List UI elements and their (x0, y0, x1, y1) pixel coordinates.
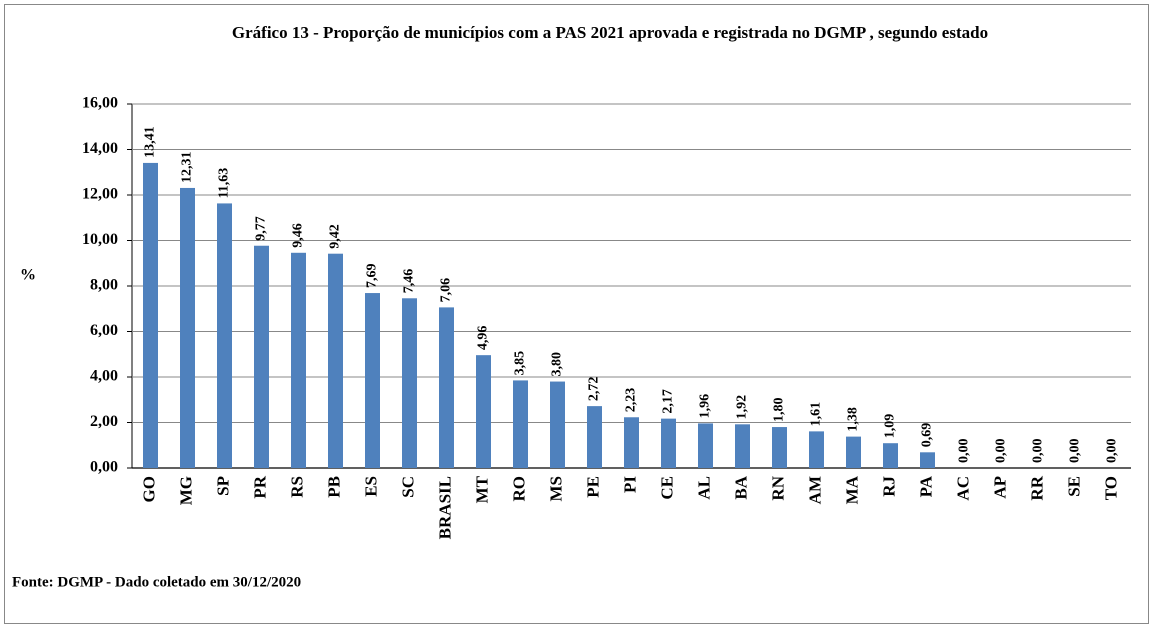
bar (920, 452, 935, 468)
x-tick-label: MA (842, 475, 861, 504)
x-tick-label: PE (583, 476, 602, 498)
y-tick-label: 10,00 (82, 231, 118, 248)
y-axis-label: % (20, 267, 36, 284)
bar (772, 427, 787, 468)
bar (735, 424, 750, 468)
value-label: 4,96 (476, 326, 491, 351)
value-label: 9,42 (328, 224, 343, 249)
value-label: 1,92 (735, 395, 750, 420)
value-label: 2,23 (624, 388, 639, 413)
bar (291, 252, 306, 468)
y-tick-label: 2,00 (90, 413, 118, 430)
x-tick-label: RR (1027, 475, 1046, 500)
value-label: 13,41 (143, 126, 158, 158)
y-tick-label: 4,00 (90, 368, 118, 385)
y-tick-label: 12,00 (82, 186, 118, 203)
x-tick-label: RS (287, 476, 306, 498)
bar (883, 443, 898, 468)
x-tick-label: AM (805, 476, 824, 504)
value-label: 1,09 (883, 414, 898, 439)
value-label: 9,46 (291, 223, 306, 248)
value-label: 7,06 (439, 278, 454, 303)
bar (587, 406, 602, 468)
x-tick-label: RO (509, 476, 528, 502)
value-label: 0,00 (1031, 439, 1046, 464)
x-tick-label: PR (250, 475, 269, 498)
x-tick-label: AP (990, 476, 1009, 499)
bar (254, 245, 269, 468)
x-tick-label: SE (1064, 476, 1083, 497)
x-tick-label: PI (620, 476, 639, 493)
value-label: 1,38 (846, 407, 861, 432)
x-tick-label: BA (731, 475, 750, 499)
bar (624, 417, 639, 468)
bar (365, 293, 380, 468)
bar (846, 436, 861, 468)
bar (809, 431, 824, 468)
value-label: 0,69 (920, 423, 935, 448)
value-label: 1,61 (809, 402, 824, 427)
y-tick-label: 8,00 (90, 277, 118, 294)
x-tick-label: SP (213, 476, 232, 496)
x-tick-label: PA (916, 475, 935, 497)
value-label: 0,00 (994, 439, 1009, 464)
value-label: 0,00 (1068, 439, 1083, 464)
value-label: 1,80 (772, 398, 787, 423)
value-label: 12,31 (180, 151, 195, 183)
value-label: 2,72 (587, 377, 602, 402)
x-tick-label: AC (953, 476, 972, 501)
value-label: 0,00 (1105, 439, 1120, 464)
value-label: 11,63 (217, 168, 232, 199)
value-label: 0,00 (957, 439, 972, 464)
x-tick-label: MS (546, 476, 565, 502)
y-tick-label: 0,00 (90, 459, 118, 476)
bar (698, 423, 713, 468)
x-tick-label: SC (398, 476, 417, 498)
x-tick-label: TO (1101, 476, 1120, 500)
bar (328, 253, 343, 468)
chart: % Fonte: DGMP - Dado coletado em 30/12/2… (12, 95, 1131, 590)
value-label: 7,46 (402, 269, 417, 294)
x-tick-label: ES (361, 476, 380, 497)
x-tick-label: CE (657, 476, 676, 500)
x-tick-label: MT (472, 475, 491, 503)
bar (661, 418, 676, 468)
bar (217, 203, 232, 469)
bar (513, 380, 528, 468)
x-tick-label: GO (139, 476, 158, 502)
value-label: 7,69 (365, 264, 380, 289)
y-tick-label: 16,00 (82, 95, 118, 112)
chart-container: Gráfico 13 - Proporção de municípios com… (4, 4, 1149, 624)
y-tick-label: 6,00 (90, 322, 118, 339)
bar (439, 307, 454, 468)
x-tick-label: RN (768, 475, 787, 500)
x-tick-label: PB (324, 476, 343, 498)
bar (476, 355, 491, 468)
x-tick-label: RJ (879, 476, 898, 497)
x-tick-label: BRASIL (435, 476, 454, 539)
bar (550, 381, 565, 468)
source-note: Fonte: DGMP - Dado coletado em 30/12/202… (12, 574, 301, 590)
value-label: 3,85 (513, 351, 528, 376)
chart-title: Gráfico 13 - Proporção de municípios com… (231, 23, 989, 42)
bar (402, 298, 417, 468)
value-label: 1,96 (698, 394, 713, 419)
value-label: 9,77 (254, 216, 269, 241)
bar (180, 187, 195, 468)
x-tick-label: MG (176, 476, 195, 505)
bar (143, 162, 158, 469)
y-tick-label: 14,00 (82, 140, 118, 157)
value-label: 2,17 (661, 389, 676, 414)
value-label: 3,80 (550, 352, 565, 377)
x-tick-label: AL (694, 476, 713, 500)
